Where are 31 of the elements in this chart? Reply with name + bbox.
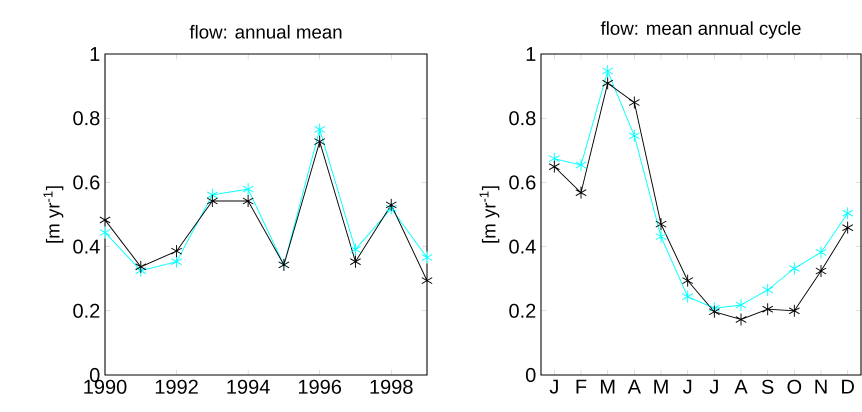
x-tick-label: F [576,380,586,394]
y-tick-label: 0.8 [73,111,100,126]
y-axis-title: [m yr$^{-1}$] [480,186,500,243]
y-axis-title: [m yr$^{-1}$] [44,186,64,243]
x-tick-label: M [600,380,614,394]
y-tick-label: 0.4 [73,240,100,254]
y-tick-label: 0.8 [509,111,536,126]
x-tick-label: D [842,380,854,394]
y-tick-label: 1 [526,47,536,61]
x-tick-label: S [762,380,774,394]
chart-title: flow: mean annual cycle [600,21,801,39]
y-tick-label: 0.6 [509,175,536,190]
x-tick-label: J [550,380,558,394]
x-tick-label: 1998 [370,380,413,394]
x-tick-label: J [682,380,692,394]
y-tick-label: 0.2 [509,304,536,318]
x-tick-label: 1994 [227,380,270,394]
y-tick-label: 0.6 [73,175,100,190]
x-tick-label: O [788,380,802,394]
chart-title: flow: annual mean [190,24,342,39]
y-tick-label: 0 [526,368,536,382]
x-tick-label: N [815,380,827,394]
x-tick-label: 1992 [156,380,198,394]
y-tick-label: 0.4 [509,240,536,254]
x-tick-label: M [654,380,668,394]
x-tick-label: A [734,380,748,394]
x-tick-label: 1996 [298,380,342,394]
y-tick-label: 0.2 [73,304,100,318]
x-tick-label: A [628,380,641,394]
y-tick-label: 1 [90,47,100,61]
x-tick-label: J [710,380,718,394]
